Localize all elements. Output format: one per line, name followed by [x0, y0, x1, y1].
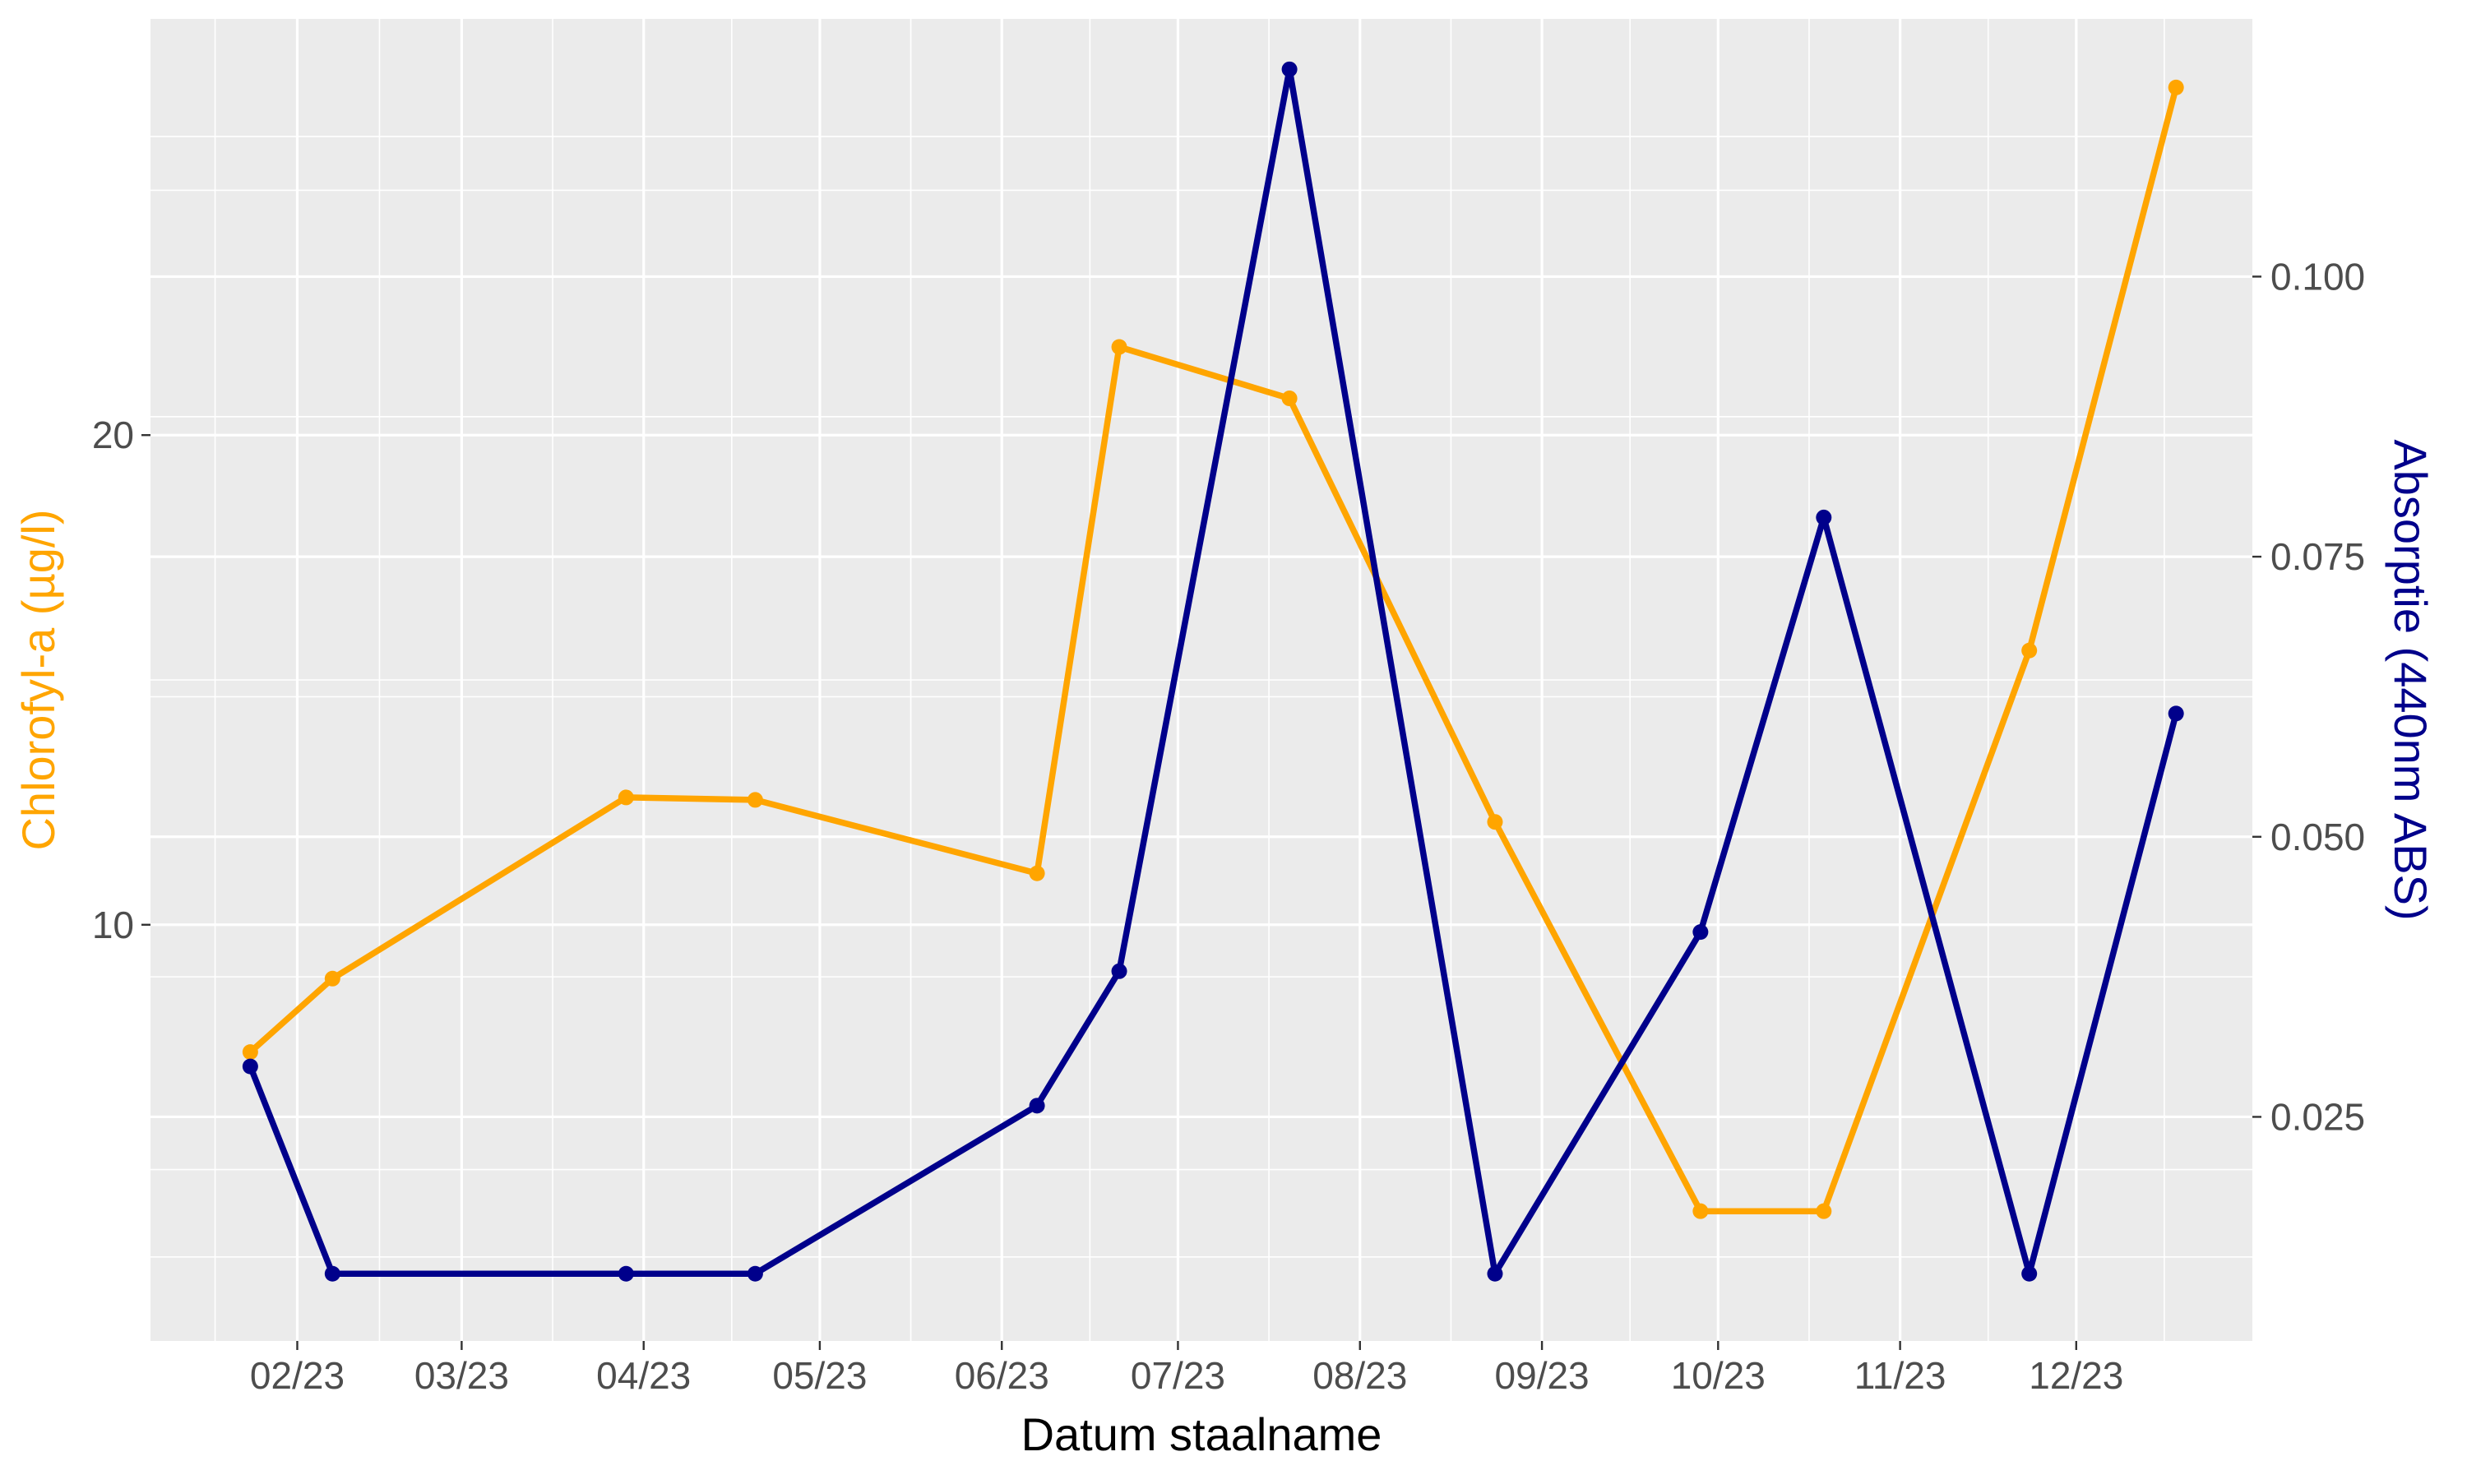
y-right-tick-label: 0.050	[2270, 816, 2365, 858]
data-point-chlorofyl	[1816, 1203, 1832, 1219]
data-point-chlorofyl	[242, 1044, 258, 1061]
data-point-chlorofyl	[1487, 814, 1503, 830]
x-tick-label: 11/23	[1854, 1354, 1946, 1397]
x-tick-label: 02/23	[250, 1354, 345, 1397]
data-point-absorptie	[1029, 1098, 1045, 1114]
data-point-chlorofyl	[2168, 79, 2184, 95]
series-line-absorptie	[247, 66, 2179, 1277]
data-point-chlorofyl	[1281, 391, 1298, 407]
data-point-chlorofyl	[324, 970, 340, 987]
y-axis-left-title: Chlorofyl-a (µg/l)	[12, 509, 64, 850]
y-left-tick-label: 10	[92, 904, 134, 946]
data-point-absorptie	[1281, 61, 1298, 77]
y-axis-right-title: Absorptie (440nm ABS)	[2385, 439, 2437, 920]
x-tick-label: 06/23	[955, 1354, 1049, 1397]
x-axis-title: Datum staalname	[1021, 1408, 1382, 1460]
data-point-chlorofyl	[618, 789, 634, 806]
grid-lines	[150, 19, 2252, 1341]
x-tick-label: 08/23	[1312, 1354, 1407, 1397]
data-point-chlorofyl	[747, 792, 763, 808]
data-point-absorptie	[1111, 963, 1127, 979]
data-point-absorptie	[324, 1265, 340, 1282]
x-tick-label: 03/23	[414, 1354, 509, 1397]
x-tick-label: 05/23	[772, 1354, 867, 1397]
data-point-absorptie	[1692, 924, 1709, 941]
x-tick-label: 09/23	[1495, 1354, 1590, 1397]
data-point-absorptie	[2021, 1265, 2038, 1282]
x-tick-label: 04/23	[596, 1354, 691, 1397]
series-line-chlorofyl	[247, 84, 2179, 1214]
data-point-absorptie	[618, 1265, 634, 1282]
data-series	[242, 61, 2184, 1282]
data-point-absorptie	[1816, 509, 1832, 525]
data-point-chlorofyl	[1111, 339, 1127, 355]
x-tick-label: 10/23	[1671, 1354, 1766, 1397]
y-right-tick-label: 0.100	[2270, 255, 2365, 298]
data-point-absorptie	[2168, 705, 2184, 722]
data-point-absorptie	[1487, 1265, 1503, 1282]
y-left-tick-label: 20	[92, 414, 134, 456]
data-point-chlorofyl	[1029, 865, 1045, 881]
data-point-chlorofyl	[2021, 642, 2038, 659]
x-tick-label: 07/23	[1131, 1354, 1225, 1397]
data-point-absorptie	[242, 1058, 258, 1075]
y-right-tick-label: 0.025	[2270, 1095, 2365, 1138]
y-right-tick-label: 0.075	[2270, 535, 2365, 578]
data-point-chlorofyl	[1692, 1203, 1709, 1219]
x-tick-label: 12/23	[2029, 1354, 2123, 1397]
axes: 02/23 03/23 04/23 05/23 06/23 07/23 08/23 09/23…	[92, 255, 2365, 1397]
data-point-absorptie	[747, 1265, 763, 1282]
